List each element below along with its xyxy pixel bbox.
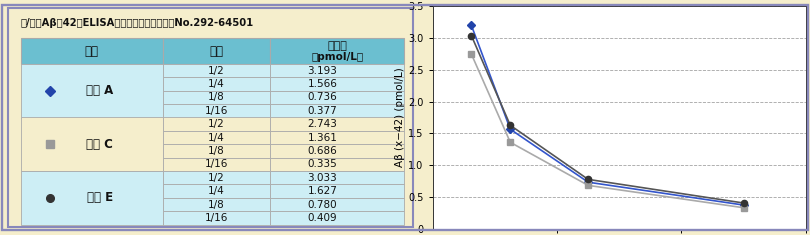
Bar: [163, 211, 270, 225]
Text: 血浆 A: 血浆 A: [86, 84, 113, 97]
Bar: [163, 77, 270, 91]
Bar: [270, 91, 404, 104]
Text: 0.335: 0.335: [308, 159, 337, 169]
Bar: [270, 131, 404, 144]
Bar: [163, 131, 270, 144]
Bar: [163, 198, 270, 211]
Bar: [270, 104, 404, 118]
Text: 1/16: 1/16: [205, 106, 228, 116]
Bar: [163, 64, 270, 77]
Text: 3.193: 3.193: [307, 66, 337, 76]
Bar: [270, 64, 404, 77]
Text: 1/16: 1/16: [205, 213, 228, 223]
Bar: [270, 171, 404, 184]
Text: 0.377: 0.377: [308, 106, 337, 116]
Text: 1/8: 1/8: [208, 92, 224, 102]
Text: 1/4: 1/4: [208, 133, 224, 143]
Text: 1/2: 1/2: [208, 173, 224, 183]
Bar: [163, 104, 270, 118]
Text: 0.780: 0.780: [308, 200, 337, 210]
Text: 人/大鼠Aβ（42）ELISA试剂盒，高灵敏度产品No.292-64501: 人/大鼠Aβ（42）ELISA试剂盒，高灵敏度产品No.292-64501: [20, 18, 254, 28]
Bar: [20, 64, 163, 118]
Text: 0.409: 0.409: [308, 213, 337, 223]
Bar: [163, 171, 270, 184]
Text: 1/2: 1/2: [208, 119, 224, 129]
Text: 1/8: 1/8: [208, 200, 224, 210]
Text: 1.627: 1.627: [307, 186, 337, 196]
Text: 1/4: 1/4: [208, 79, 224, 89]
Bar: [270, 184, 404, 198]
Text: 测定値: 测定値: [327, 41, 347, 51]
Bar: [270, 144, 404, 158]
Bar: [20, 171, 163, 225]
Text: 样本: 样本: [84, 45, 99, 58]
Bar: [20, 118, 163, 171]
Bar: [20, 38, 163, 64]
Bar: [270, 77, 404, 91]
Text: 1/8: 1/8: [208, 146, 224, 156]
Y-axis label: Aβ (x−42) (pmol/L): Aβ (x−42) (pmol/L): [395, 68, 405, 167]
Bar: [270, 118, 404, 131]
Bar: [270, 198, 404, 211]
Text: 1.361: 1.361: [307, 133, 337, 143]
Bar: [163, 144, 270, 158]
Bar: [163, 184, 270, 198]
Text: 0.736: 0.736: [308, 92, 337, 102]
Text: 血浆 E: 血浆 E: [87, 191, 113, 204]
Text: 1.566: 1.566: [307, 79, 337, 89]
Bar: [163, 38, 270, 64]
Text: 稀释: 稀释: [209, 45, 224, 58]
Text: 1/16: 1/16: [205, 159, 228, 169]
Text: 1/2: 1/2: [208, 66, 224, 76]
Bar: [270, 158, 404, 171]
Bar: [270, 38, 404, 64]
Bar: [163, 118, 270, 131]
Text: 2.743: 2.743: [307, 119, 337, 129]
Text: 3.033: 3.033: [308, 173, 337, 183]
Bar: [270, 211, 404, 225]
Bar: [163, 91, 270, 104]
Text: 0.686: 0.686: [308, 146, 337, 156]
Bar: [163, 158, 270, 171]
Text: 血浆 C: 血浆 C: [87, 138, 113, 151]
Text: 1/4: 1/4: [208, 186, 224, 196]
Text: （pmol/L）: （pmol/L）: [311, 52, 364, 62]
